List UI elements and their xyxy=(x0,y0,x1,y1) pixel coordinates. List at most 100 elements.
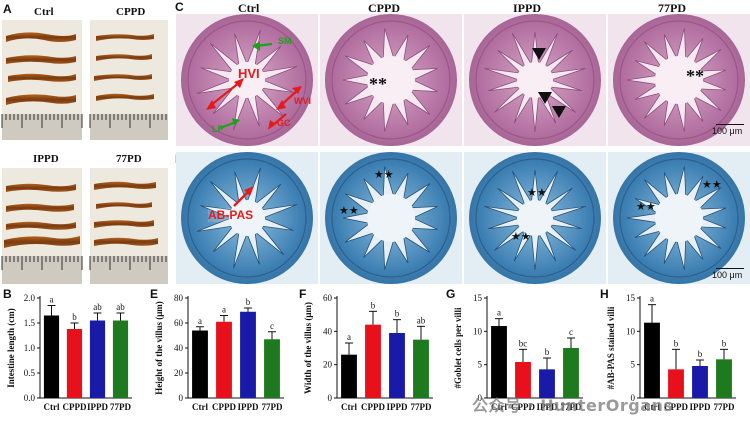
panel-label-b: B xyxy=(3,287,12,301)
scale-bar-d-line xyxy=(716,268,744,269)
x-tick-label: 77PD xyxy=(411,402,432,412)
y-tick-label: 60 xyxy=(323,293,333,303)
sig-letter: a xyxy=(497,308,501,318)
he-ctrl-annotations xyxy=(206,41,302,130)
histology-grid xyxy=(176,14,750,284)
histology-cell-abpas-0 xyxy=(176,152,318,284)
group-label-ctrl: Ctrl xyxy=(34,6,54,18)
y-tick-label: 0 xyxy=(478,393,483,403)
x-tick-label: CPPD xyxy=(63,402,87,412)
scale-bar-d: 100 μm xyxy=(712,270,743,280)
histo-title-cppd: CPPD xyxy=(368,1,400,15)
y-tick-label: 1.5 xyxy=(24,318,36,328)
x-tick-label: Ctrl xyxy=(44,402,60,412)
stars-d-3: ★★ xyxy=(527,187,547,199)
panel-a-intestine-photos xyxy=(1,20,168,284)
y-tick-label: 5 xyxy=(631,360,636,370)
sig-letter: b xyxy=(545,347,550,357)
muscle-layer xyxy=(187,158,307,278)
sig-letter: b xyxy=(72,312,77,322)
sig-letter: c xyxy=(569,327,573,337)
x-tick-label: CPPD xyxy=(511,402,535,412)
muscle-layer xyxy=(187,20,307,140)
y-tick-label: 0 xyxy=(179,393,184,403)
histo-title-77pd: 77PD xyxy=(658,1,686,15)
bar-ctrl xyxy=(341,354,357,398)
muscle-layer xyxy=(475,20,595,140)
label-wvi: WVI xyxy=(294,96,311,106)
bar-77pd xyxy=(264,339,280,398)
bar-cppd xyxy=(216,321,232,398)
x-tick-label: CPPD xyxy=(212,402,236,412)
bar-ctrl xyxy=(644,322,660,398)
abpas-arrow xyxy=(233,186,254,207)
y-tick-label: 0.5 xyxy=(24,368,36,378)
sig-letter: ab xyxy=(116,302,125,312)
lumen-center xyxy=(517,200,553,236)
stars-d-6: ★★ xyxy=(636,201,656,213)
y-tick-label: 20 xyxy=(174,368,184,378)
sig-letter: b xyxy=(395,309,400,319)
y-axis-label: Intestine length (cm) xyxy=(6,308,16,388)
y-axis-label: Height of the villus (μm) xyxy=(154,301,164,395)
lumen-center xyxy=(655,56,703,104)
muscle-layer xyxy=(331,158,451,278)
x-tick-label: CPPD xyxy=(664,402,688,412)
y-axis-label: #AB-PAS stained villi xyxy=(606,306,616,389)
sig-letter: b xyxy=(674,338,679,348)
x-tick-label: IPPD xyxy=(238,402,259,412)
histology-cell-he-2 xyxy=(464,14,606,146)
y-tick-label: 60 xyxy=(174,318,184,328)
panel-label-g: G xyxy=(446,287,456,301)
panel-label-a: A xyxy=(3,2,12,16)
panel-label-f: F xyxy=(299,287,307,301)
y-tick-label: 0 xyxy=(328,393,333,403)
bar-77pd xyxy=(563,348,579,398)
sig-letter: c xyxy=(270,321,274,331)
stars-cppd-he: ** xyxy=(369,74,387,94)
bar-ippd xyxy=(240,311,256,398)
sig-letter: b xyxy=(371,300,376,310)
histo-title-ctrl: Ctrl xyxy=(238,1,260,15)
sig-letter: ab xyxy=(417,315,426,325)
bar-cppd xyxy=(515,362,531,398)
sig-letter: a xyxy=(50,295,54,305)
sig-letter: a xyxy=(650,294,654,304)
sig-letter: bc xyxy=(519,338,528,348)
bar-charts: 0.0 0.5 1.0 1.5 2.0 Intestine length (cm) a Ctr… xyxy=(6,293,736,412)
sig-letter: a xyxy=(198,316,202,326)
sig-letter: ab xyxy=(93,302,102,312)
group-label-cppd: CPPD xyxy=(116,6,146,18)
stars-d-4: ★★ xyxy=(511,231,531,243)
chart-B: 0.0 0.5 1.0 1.5 2.0 Intestine length (cm) a Ctr… xyxy=(6,293,132,412)
lumen-center xyxy=(367,56,415,104)
label-hvi: HVI xyxy=(238,66,260,81)
x-tick-label: 77PD xyxy=(262,402,283,412)
stars-d-2: ★★ xyxy=(339,205,359,217)
histology-cell-abpas-2 xyxy=(464,152,606,284)
y-tick-label: 0 xyxy=(631,393,636,403)
x-tick-label: IPPD xyxy=(690,402,711,412)
sig-letter: a xyxy=(222,305,226,315)
y-tick-label: 40 xyxy=(323,326,333,336)
watermark: 公众号 · HunterOrgans xyxy=(472,396,674,415)
chart-H: 0 5 10 15 #AB-PAS stained villi a Ctrl b CPPD b IP… xyxy=(606,293,736,412)
x-tick-label: IPPD xyxy=(537,402,558,412)
y-axis-label: #Goblet cells per villi xyxy=(453,307,463,389)
chart-F: 0 20 40 60 Width of the villus (μm) a Ctrl b CPP… xyxy=(303,293,433,412)
bar-ippd xyxy=(539,369,555,398)
group-label-ippd: IPPD xyxy=(33,153,59,165)
panel-label-e: E xyxy=(150,287,159,301)
stars-77pd-he: ** xyxy=(686,66,704,86)
x-tick-label: IPPD xyxy=(387,402,408,412)
muscle-layer xyxy=(475,158,595,278)
y-tick-label: 1.0 xyxy=(24,343,36,353)
lumen-center xyxy=(229,62,265,98)
panel-label-c: C xyxy=(175,0,184,14)
bar-ctrl xyxy=(192,330,208,398)
sig-letter: b xyxy=(722,338,727,348)
histology-cell-he-0 xyxy=(176,14,318,146)
stars-d-1: ★★ xyxy=(374,169,394,181)
panel-label-h: H xyxy=(600,287,609,301)
